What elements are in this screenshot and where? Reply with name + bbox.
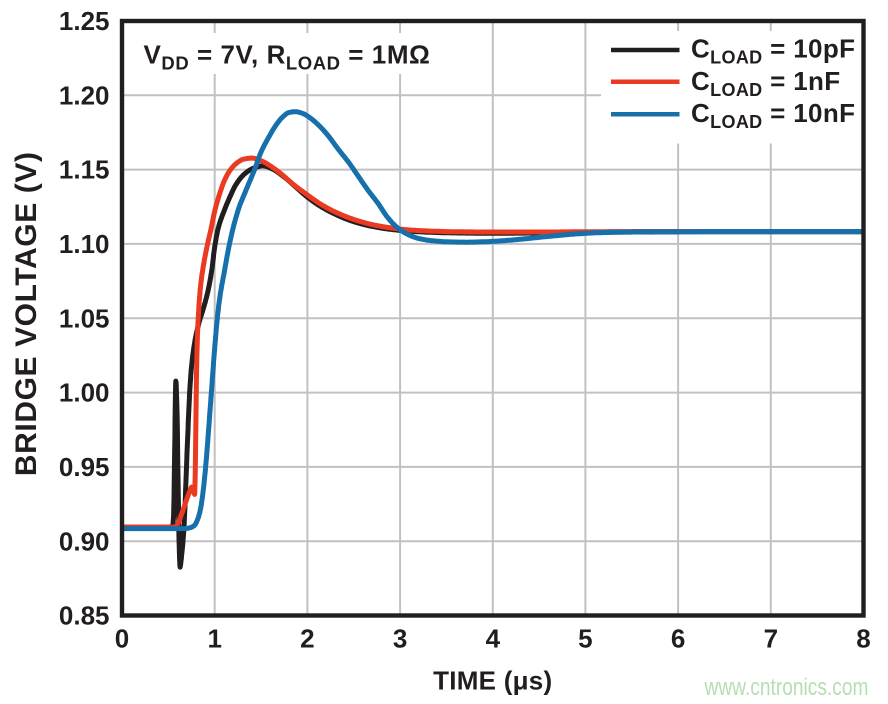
- svg-text:0.90: 0.90: [59, 526, 110, 556]
- svg-text:1.05: 1.05: [59, 303, 110, 333]
- svg-text:7: 7: [764, 623, 778, 653]
- svg-text:0: 0: [115, 623, 129, 653]
- svg-text:6: 6: [671, 623, 685, 653]
- svg-text:0.85: 0.85: [59, 601, 110, 631]
- svg-text:1.25: 1.25: [59, 6, 110, 36]
- svg-text:1.10: 1.10: [59, 229, 110, 259]
- svg-text:3: 3: [393, 623, 407, 653]
- svg-text:5: 5: [578, 623, 592, 653]
- svg-text:8: 8: [856, 623, 870, 653]
- svg-text:TIME (μs): TIME (μs): [433, 665, 552, 695]
- svg-text:0.95: 0.95: [59, 452, 110, 482]
- svg-text:CLOAD = 10pF: CLOAD = 10pF: [691, 34, 855, 68]
- svg-text:1.20: 1.20: [59, 80, 110, 110]
- svg-text:VDD = 7V, RLOAD = 1MΩ: VDD = 7V, RLOAD = 1MΩ: [144, 40, 431, 74]
- svg-text:www.cntronics.com: www.cntronics.com: [704, 674, 869, 701]
- svg-text:BRIDGE VOLTAGE (V): BRIDGE VOLTAGE (V): [10, 151, 43, 476]
- svg-text:4: 4: [486, 623, 501, 653]
- svg-text:1.15: 1.15: [59, 155, 110, 185]
- svg-text:1: 1: [207, 623, 221, 653]
- svg-text:2: 2: [300, 623, 314, 653]
- svg-text:1.00: 1.00: [59, 378, 110, 408]
